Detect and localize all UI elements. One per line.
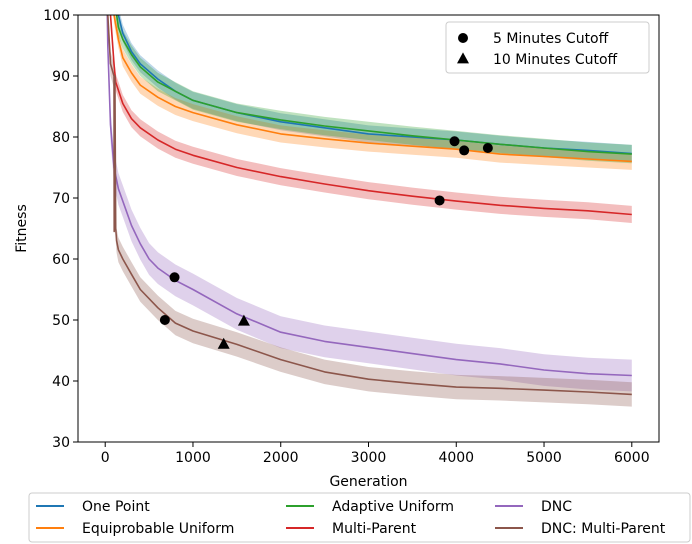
marker-legend-box [445, 21, 650, 74]
marker-legend-symbol-0 [458, 33, 468, 43]
band-series-3 [110, 15, 632, 223]
legend-label-2: Adaptive Uniform [332, 499, 454, 515]
x-tick-label-2: 2000 [263, 450, 299, 466]
x-tick-label-5: 5000 [526, 450, 562, 466]
marker-legend-label-0: 5 Minutes Cutoff [493, 31, 609, 47]
series-legend: One Point Equiprobable Uniform Adaptive Un… [28, 492, 691, 543]
legend-label-4: DNC [541, 499, 572, 515]
y-axis-label: Fitness [14, 204, 30, 253]
x-tick-label-4: 4000 [438, 450, 474, 466]
circle-marker-3 [449, 136, 460, 147]
x-axis-label: Generation [329, 474, 407, 490]
circle-marker-0 [159, 315, 170, 325]
y-tick-label-5: 80 [52, 130, 70, 146]
line-series-3 [109, 15, 632, 216]
line-series-5 [106, 15, 632, 396]
series-legend-box [28, 492, 691, 543]
y-tick-label-3: 60 [52, 252, 70, 268]
triangle-marker-7 [237, 314, 250, 326]
legend-label-1: Equiprobable Uniform [82, 521, 234, 537]
legend-label-0: One Point [82, 499, 150, 515]
band-series-0 [116, 15, 632, 162]
band-series-1 [113, 15, 632, 170]
circle-marker-1 [169, 272, 180, 283]
x-axis: 0 1000 2000 3000 4000 5000 6000 [101, 442, 650, 466]
circle-marker-2 [434, 195, 445, 206]
marker-legend-symbol-1 [457, 52, 469, 64]
y-tick-label-2: 50 [52, 313, 70, 329]
legend-label-5: DNC: Multi-Parent [541, 521, 666, 537]
y-tick-label-6: 90 [52, 69, 70, 85]
y-tick-label-4: 70 [52, 191, 70, 207]
y-tick-label-7: 100 [43, 8, 70, 24]
x-tick-label-0: 0 [101, 450, 110, 466]
line-series-1 [113, 15, 632, 163]
circle-marker-5 [482, 142, 493, 153]
y-axis: 30 40 50 60 70 80 90 100 [43, 8, 78, 451]
x-tick-label-1: 1000 [175, 450, 211, 466]
legend-label-3: Multi-Parent [332, 521, 417, 537]
line-series-2 [115, 15, 632, 155]
y-tick-label-0: 30 [52, 435, 70, 451]
series-lines [106, 15, 632, 396]
circle-marker-4 [459, 145, 470, 156]
y-tick-label-1: 40 [52, 374, 70, 390]
marker-legend: 5 Minutes Cutoff 10 Minutes Cutoff [445, 21, 650, 74]
cutoff-markers [159, 136, 493, 349]
marker-legend-label-1: 10 Minutes Cutoff [493, 52, 618, 68]
triangle-marker-6 [217, 337, 230, 349]
x-tick-label-3: 3000 [351, 450, 387, 466]
x-tick-label-6: 6000 [614, 450, 650, 466]
